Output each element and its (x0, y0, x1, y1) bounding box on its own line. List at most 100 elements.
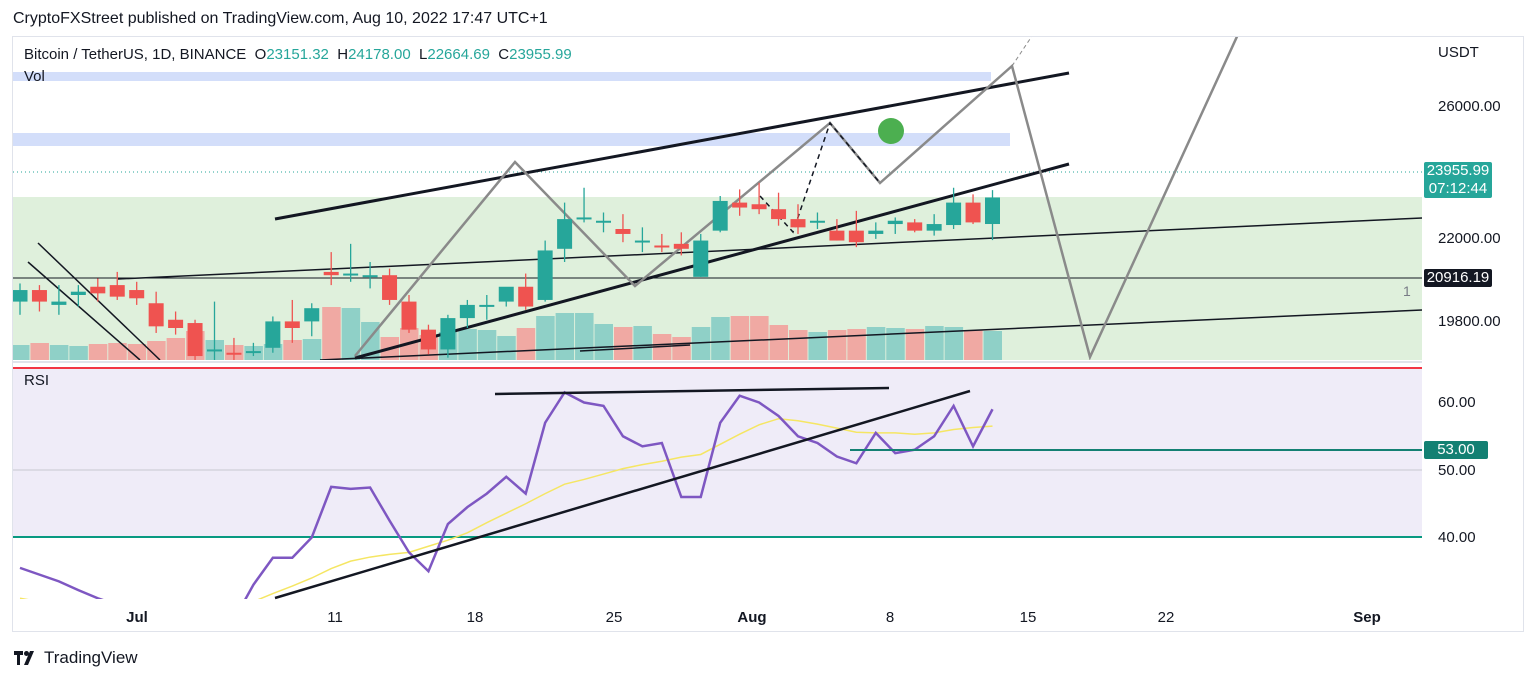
candle-body (129, 290, 145, 299)
volume-bar (477, 330, 497, 360)
volume-bar (575, 313, 594, 360)
candle-body (634, 240, 650, 243)
candle-body (868, 230, 884, 234)
volume-bar (516, 328, 536, 360)
volume-bar (769, 325, 789, 360)
rsi-marker-tag: 53.00 (1424, 441, 1488, 459)
price-tick: 22000.00 (1438, 230, 1501, 247)
volume-bar (925, 326, 944, 360)
volume-bar (964, 330, 983, 360)
rsi-line (19, 390, 994, 599)
volume-bar (147, 341, 166, 360)
volume-bar (905, 329, 925, 360)
candle-body (809, 220, 825, 223)
tradingview-logo[interactable]: TradingView (14, 648, 138, 668)
rsi-tick: 50.00 (1438, 462, 1476, 479)
candle-body (323, 271, 339, 276)
marked-price-tag: 20916.19 (1424, 269, 1492, 287)
candle-body (245, 351, 261, 354)
time-tick: Sep (1353, 609, 1381, 626)
time-tick: Jul (126, 609, 148, 626)
volume-bar (30, 343, 49, 360)
volume-bar (458, 329, 477, 360)
time-tick: 22 (1157, 609, 1175, 626)
volume-bar (13, 345, 30, 360)
candle-body (615, 229, 631, 234)
candle-body (168, 319, 184, 328)
candle-body (829, 230, 845, 241)
trendline (117, 217, 1422, 280)
volume-bar (108, 343, 127, 360)
price-tick: 19800.00 (1438, 313, 1501, 330)
candle-body (848, 230, 864, 243)
candle-body (440, 318, 456, 350)
price-tick: 26000.00 (1438, 98, 1501, 115)
volume-bar (633, 326, 652, 360)
candle-body (284, 321, 300, 328)
candle-body (31, 290, 47, 302)
volume-bar (69, 346, 88, 360)
resistance-zone-upper (13, 72, 991, 81)
volume-indicator-label[interactable]: Vol (24, 68, 45, 85)
channel-lower-line (354, 162, 1070, 360)
candle-body (596, 220, 611, 223)
volume-bar (847, 329, 866, 360)
volume-bar (789, 330, 808, 360)
volume-bar (750, 316, 769, 360)
publish-info: CryptoFXStreet published on TradingView.… (13, 10, 548, 27)
channel-upper-line (274, 71, 1070, 221)
candle-body (965, 202, 981, 223)
candle-body (907, 222, 923, 231)
candle-body (518, 286, 534, 307)
rsi-trendline (274, 389, 971, 600)
last-price-value: 23955.99 (1426, 162, 1490, 179)
candle-body (343, 273, 359, 276)
volume-bar (827, 330, 847, 360)
volume-bar (672, 337, 691, 360)
candle-body (362, 275, 378, 278)
volume-bar (866, 327, 886, 360)
projection-extension (1011, 37, 1032, 67)
candle-body (751, 204, 767, 210)
time-tick: 8 (885, 609, 895, 626)
candle-body (887, 220, 903, 225)
rsi-indicator-label[interactable]: RSI (24, 372, 50, 389)
time-tick: 25 (605, 609, 623, 626)
time-tick: 15 (1019, 609, 1037, 626)
price-axis-currency: USDT (1438, 44, 1479, 61)
candle-body (70, 291, 86, 295)
volume-bar (497, 336, 516, 360)
candle-body (304, 308, 320, 322)
volume-bar (88, 344, 108, 360)
candle-body (673, 243, 689, 249)
candle-body (265, 321, 281, 348)
candle-body (479, 304, 495, 307)
volume-bar (166, 338, 186, 360)
candle-body (382, 275, 398, 300)
rsi-tick: 60.00 (1438, 394, 1476, 411)
time-tick: Aug (737, 609, 767, 626)
dashed-path (759, 121, 881, 234)
side-label: 1 (1403, 283, 1411, 299)
volume-bar (711, 317, 730, 360)
tradingview-brand: TradingView (44, 648, 138, 667)
high-value: 24178.00 (348, 46, 411, 63)
candle-body (148, 303, 164, 327)
candle-body (401, 301, 417, 330)
open-value: 23151.32 (266, 46, 329, 63)
symbol-name[interactable]: Bitcoin / TetherUS, 1D, BINANCE (24, 46, 247, 63)
candle-body (576, 217, 592, 220)
chart-frame[interactable] (12, 36, 1524, 632)
open-label: O (254, 46, 267, 63)
volume-bar (283, 340, 302, 360)
candle-body (732, 202, 748, 208)
volume-bar (341, 308, 361, 360)
candle-body (13, 290, 28, 302)
volume-arrow (579, 344, 691, 352)
candle-body (771, 209, 787, 220)
candle-body (187, 323, 203, 357)
candle-body (712, 200, 728, 231)
high-label: H (337, 46, 349, 63)
candle-body (654, 245, 670, 248)
